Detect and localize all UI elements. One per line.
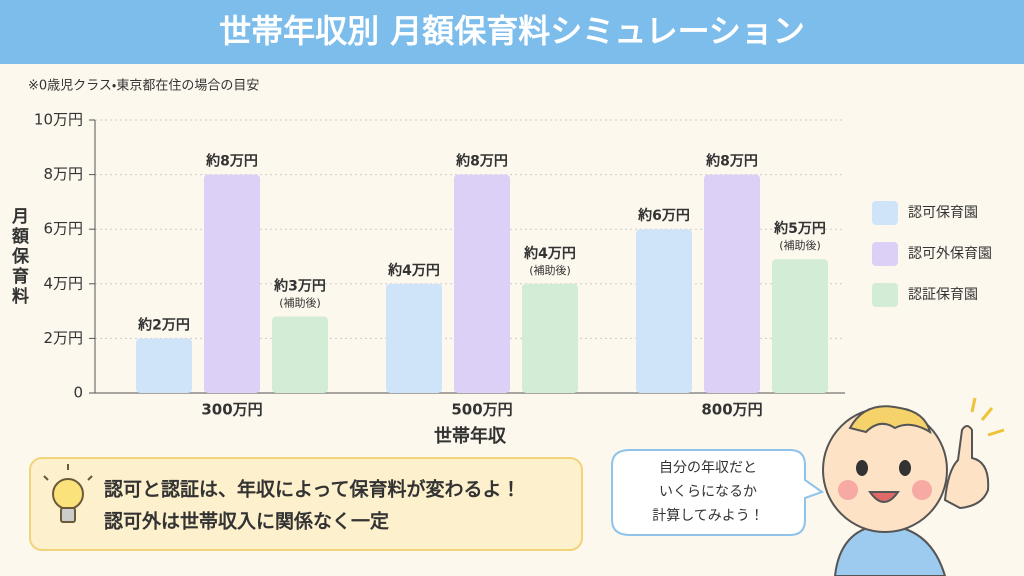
bubble-line: 自分の年収だと <box>659 460 757 476</box>
bar <box>522 283 578 393</box>
legend-swatch <box>872 283 898 307</box>
title-bar <box>0 0 1024 64</box>
bar <box>136 338 192 393</box>
bar <box>772 259 828 393</box>
value-label: 約4万円 <box>387 262 440 279</box>
legend-label: 認可保育園 <box>908 205 978 221</box>
bar <box>272 316 328 393</box>
baby-illustration <box>822 397 1005 576</box>
note-line: 認可と認証は、年収によって保育料が変わるよ！ <box>104 478 520 501</box>
value-note: (補助後) <box>529 263 571 277</box>
legend-swatch <box>872 201 898 225</box>
value-label: 約4万円 <box>523 245 576 262</box>
y-axis-label: 月額保育料 <box>8 207 30 307</box>
bubble-line: いくらになるか <box>659 484 757 500</box>
chart-title: 世帯年収別 月額保育料シミュレーション <box>219 12 805 50</box>
note-line: 認可外は世帯収入に関係なく一定 <box>104 510 389 533</box>
legend-label: 認証保育園 <box>908 287 978 303</box>
bar <box>636 229 692 393</box>
y-tick-label: 8万円 <box>43 165 83 183</box>
bubble-line: 計算してみよう！ <box>652 508 764 524</box>
legend-label: 認可外保育園 <box>908 246 992 262</box>
bar <box>386 283 442 393</box>
y-tick-label: 4万円 <box>43 274 83 292</box>
x-tick-label: 300万円 <box>201 401 262 419</box>
bar <box>704 174 760 393</box>
y-tick-label: 0 <box>73 384 83 402</box>
y-tick-label: 6万円 <box>43 220 83 238</box>
x-tick-label: 800万円 <box>701 401 762 419</box>
value-label: 約6万円 <box>637 207 690 224</box>
y-tick-label: 2万円 <box>43 329 83 347</box>
legend-swatch <box>872 242 898 266</box>
speech-bubble <box>611 449 825 536</box>
x-axis-label: 世帯年収 <box>434 425 507 447</box>
value-label: 約8万円 <box>455 153 508 170</box>
note-box <box>29 457 583 551</box>
y-tick-label: 10万円 <box>34 111 83 129</box>
value-label: 約8万円 <box>205 153 258 170</box>
bar <box>454 174 510 393</box>
lightbulb-icon <box>43 464 93 523</box>
value-note: (補助後) <box>779 238 821 252</box>
subtitle: ※0歳児クラス・東京都在住の場合の目安 <box>28 78 259 94</box>
value-label: 約8万円 <box>705 153 758 170</box>
x-tick-label: 500万円 <box>451 401 512 419</box>
bar <box>204 174 260 393</box>
value-note: (補助後) <box>279 296 321 310</box>
value-label: 約5万円 <box>773 220 826 237</box>
value-label: 約2万円 <box>137 316 190 333</box>
value-label: 約3万円 <box>273 278 326 295</box>
